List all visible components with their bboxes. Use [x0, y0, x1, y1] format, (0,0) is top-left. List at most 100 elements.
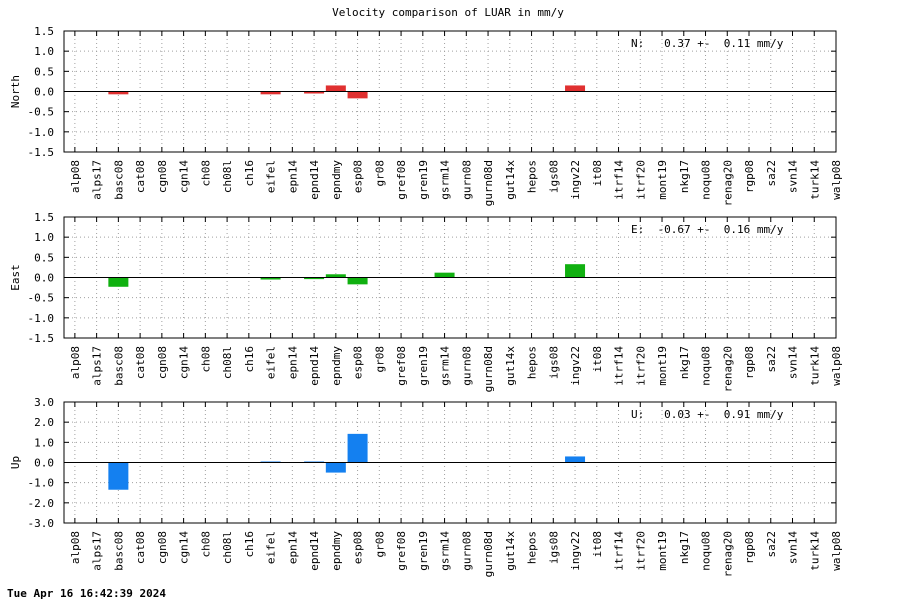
x-tick-label: it08	[591, 160, 604, 187]
bar-east-ingv22	[565, 264, 586, 278]
y-tick-label: 1.5	[34, 25, 54, 38]
x-tick-label: noqu08	[700, 160, 713, 200]
x-tick-label: esp08	[352, 160, 365, 193]
x-tick-label: basc08	[112, 531, 125, 571]
x-tick-label: hepos	[526, 531, 539, 564]
x-tick-label: hepos	[526, 160, 539, 193]
y-tick-label: 1.0	[34, 436, 54, 449]
x-tick-label: sa22	[765, 531, 778, 558]
x-tick-label: cgn14	[178, 531, 191, 564]
y-tick-label: 0.0	[34, 457, 54, 470]
x-tick-label: gr08	[373, 160, 386, 187]
x-tick-label: gut14x	[504, 160, 517, 200]
x-tick-label: turk14	[808, 531, 821, 571]
bar-up-epndmy	[325, 462, 346, 473]
y-tick-label: 2.0	[34, 416, 54, 429]
x-tick-label: cgn08	[156, 531, 169, 564]
x-tick-label: eifel	[265, 531, 278, 564]
x-tick-label: cat08	[134, 160, 147, 193]
x-tick-label: eifel	[265, 160, 278, 193]
x-tick-label: renag20	[721, 346, 734, 392]
y-tick-label: 0.5	[34, 65, 54, 78]
bar-up-ingv22	[565, 456, 586, 463]
x-tick-label: ch08l	[221, 160, 234, 193]
x-tick-label: gurn08	[460, 346, 473, 386]
x-tick-label: gref08	[395, 160, 408, 200]
velocity-annotation: E: -0.67 +- 0.16 mm/y	[631, 223, 784, 236]
x-tick-label: itrf14	[613, 346, 626, 386]
x-tick-label: renag20	[721, 160, 734, 206]
x-tick-label: gren19	[417, 346, 430, 386]
bar-east-eifel	[260, 277, 281, 280]
x-tick-label: gurn08d	[482, 531, 495, 577]
y-tick-label: 1.0	[34, 231, 54, 244]
x-tick-label: alps17	[91, 531, 104, 571]
x-tick-label: gr08	[373, 346, 386, 373]
y-tick-label: 1.0	[34, 45, 54, 58]
bar-east-epndmy	[325, 274, 346, 278]
x-tick-label: ch08	[199, 531, 212, 558]
x-tick-label: itrf20	[634, 160, 647, 200]
bar-east-basc08	[108, 277, 129, 287]
x-tick-label: igs08	[547, 160, 560, 193]
x-tick-label: nkg17	[678, 346, 691, 379]
x-tick-label: epnd14	[308, 346, 321, 386]
x-tick-label: nkg17	[678, 160, 691, 193]
x-tick-label: ingv22	[569, 531, 582, 571]
x-tick-label: renag20	[721, 531, 734, 577]
bar-up-esp08	[347, 433, 368, 463]
y-tick-label: -1.0	[28, 312, 55, 325]
bar-north-epnd14	[304, 91, 325, 94]
x-tick-label: ch08l	[221, 531, 234, 564]
x-tick-label: esp08	[352, 346, 365, 379]
x-tick-label: walp08	[830, 346, 843, 386]
y-tick-label: 3.0	[34, 396, 54, 409]
timestamp-footer: Tue Apr 16 16:42:39 2024	[7, 587, 166, 600]
x-tick-label: turk14	[808, 160, 821, 200]
x-tick-label: mont19	[656, 531, 669, 571]
x-tick-label: epn14	[286, 531, 299, 564]
velocity-annotation: N: 0.37 +- 0.11 mm/y	[631, 37, 784, 50]
x-tick-label: cat08	[134, 346, 147, 379]
y-tick-label: -1.0	[28, 477, 55, 490]
x-tick-label: ch16	[243, 160, 256, 187]
x-tick-label: ingv22	[569, 160, 582, 200]
x-tick-label: cgn08	[156, 346, 169, 379]
x-tick-label: esp08	[352, 531, 365, 564]
bar-east-esp08	[347, 277, 368, 285]
bar-north-eifel	[260, 91, 281, 95]
x-tick-label: rgp08	[743, 160, 756, 193]
y-tick-label: 0.0	[34, 272, 54, 285]
x-tick-label: gut14x	[504, 346, 517, 386]
y-tick-label: -1.5	[28, 332, 55, 345]
x-tick-label: itrf14	[613, 160, 626, 200]
x-tick-label: ch16	[243, 346, 256, 373]
x-tick-label: igs08	[547, 531, 560, 564]
x-tick-label: basc08	[112, 346, 125, 386]
x-tick-label: epnd14	[308, 531, 321, 571]
x-tick-label: alps17	[91, 346, 104, 386]
x-tick-label: epn14	[286, 160, 299, 193]
y-tick-label: -2.0	[28, 497, 55, 510]
x-tick-label: svn14	[787, 531, 800, 564]
x-tick-label: epndmy	[330, 346, 343, 386]
x-tick-label: it08	[591, 531, 604, 558]
x-tick-label: alp08	[69, 346, 82, 379]
x-tick-label: itrf20	[634, 531, 647, 571]
x-tick-label: mont19	[656, 346, 669, 386]
y-axis-label: North	[9, 75, 22, 108]
x-tick-label: gurn08d	[482, 160, 495, 206]
x-tick-label: igs08	[547, 346, 560, 379]
x-tick-label: ch16	[243, 531, 256, 558]
x-tick-label: nkg17	[678, 531, 691, 564]
x-tick-label: gsrm14	[439, 531, 452, 571]
x-tick-label: alp08	[69, 160, 82, 193]
y-axis-label: East	[9, 264, 22, 291]
x-tick-label: it08	[591, 346, 604, 373]
x-tick-label: noqu08	[700, 346, 713, 386]
x-tick-label: gr08	[373, 531, 386, 558]
x-tick-label: sa22	[765, 160, 778, 187]
x-tick-label: epnd14	[308, 160, 321, 200]
x-tick-label: itrf20	[634, 346, 647, 386]
chart-title: Velocity comparison of LUAR in mm/y	[332, 6, 564, 19]
